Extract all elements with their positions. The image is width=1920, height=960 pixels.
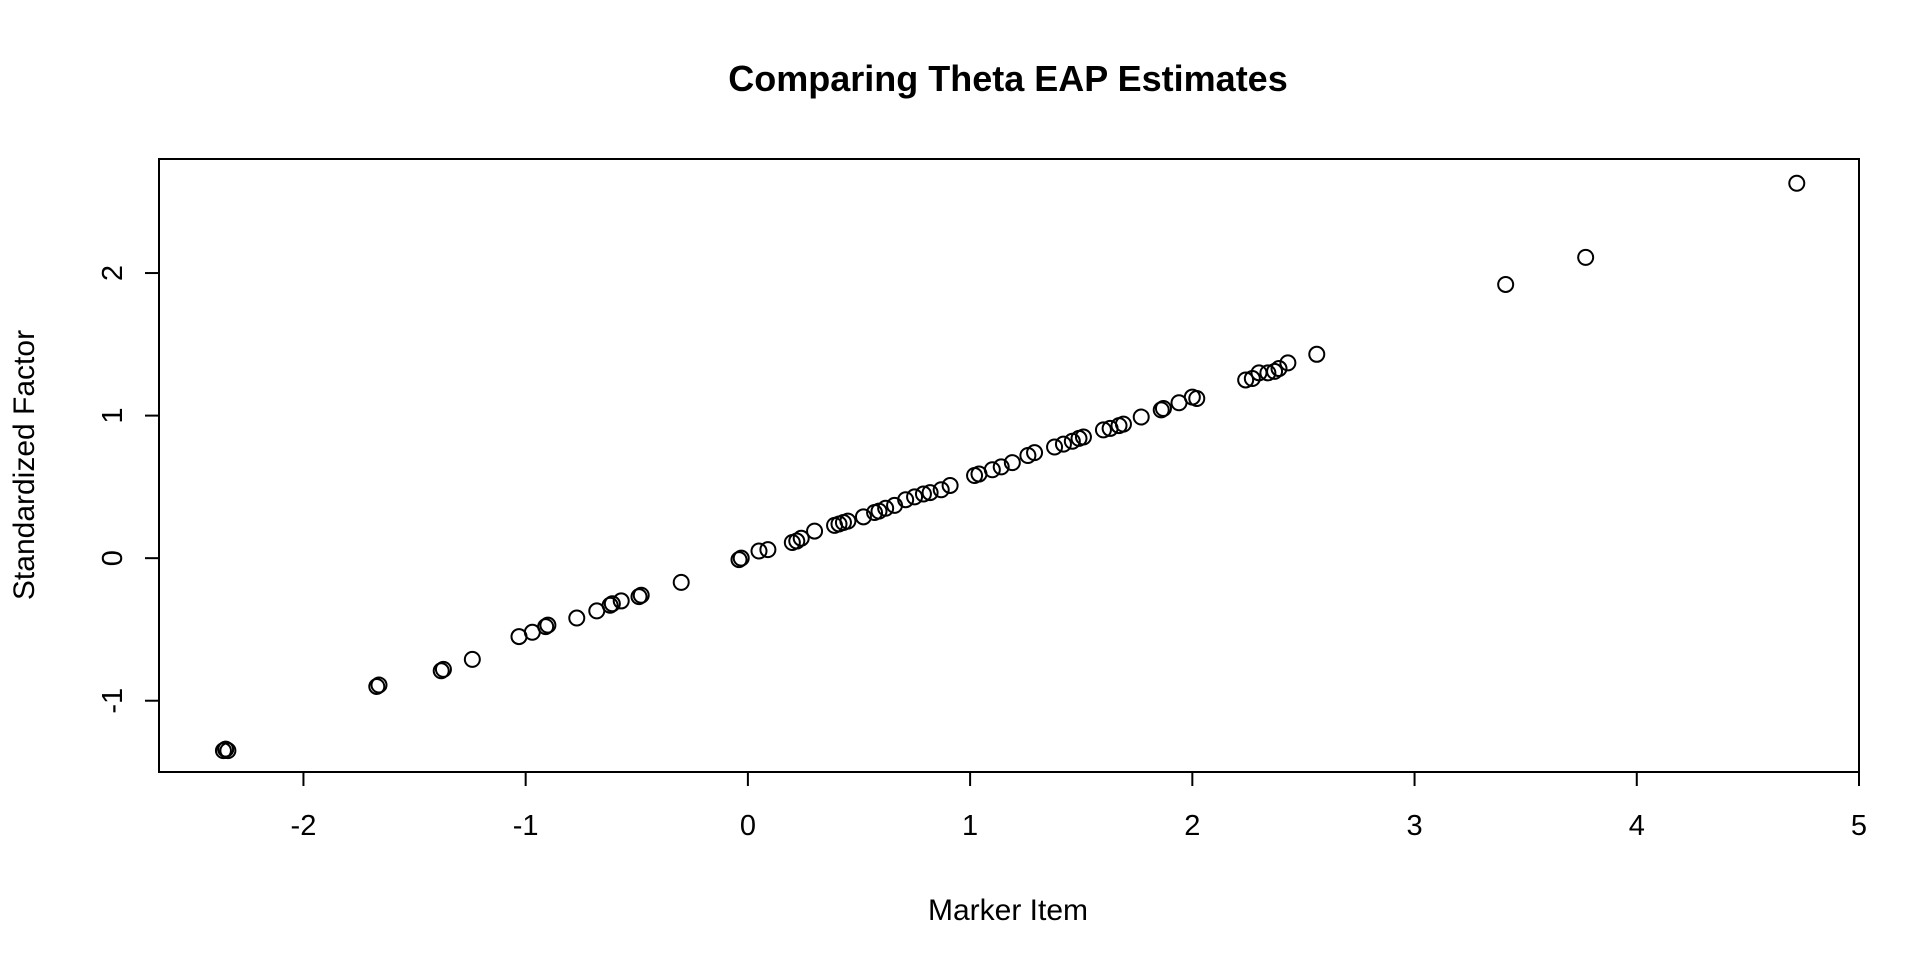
data-point	[217, 740, 235, 758]
data-point	[839, 512, 857, 530]
chart-title: Comparing Theta EAP Estimates	[728, 58, 1287, 99]
data-point	[370, 676, 388, 694]
x-tick-label: 0	[740, 810, 756, 842]
data-point	[1577, 248, 1595, 266]
data-point	[750, 542, 768, 560]
data-point	[1094, 421, 1112, 439]
data-point	[601, 596, 619, 614]
data-point	[1270, 360, 1288, 378]
x-tick-label: 2	[1184, 810, 1200, 842]
data-point	[1132, 408, 1150, 426]
data-point	[1497, 275, 1515, 293]
data-point	[463, 650, 481, 668]
data-point	[983, 461, 1001, 479]
data-point	[792, 529, 810, 547]
data-point	[630, 588, 648, 606]
data-point	[1788, 174, 1806, 192]
data-point	[1279, 354, 1297, 372]
data-point	[932, 481, 950, 499]
data-point	[214, 742, 232, 760]
data-point	[1188, 389, 1206, 407]
data-point	[219, 742, 237, 760]
data-point	[1152, 401, 1170, 419]
data-point	[568, 609, 586, 627]
data-point	[806, 522, 824, 540]
data-point	[1308, 345, 1326, 363]
data-point	[539, 616, 557, 634]
data-point	[1003, 454, 1021, 472]
data-point	[897, 491, 915, 509]
data-point	[854, 508, 872, 526]
data-point	[730, 551, 748, 569]
data-point	[906, 488, 924, 506]
data-point	[921, 484, 939, 502]
x-tick-label: 5	[1851, 810, 1867, 842]
data-point	[1054, 435, 1072, 453]
data-point	[537, 618, 555, 636]
data-point	[914, 485, 932, 503]
data-point	[788, 532, 806, 550]
data-point	[877, 499, 895, 517]
data-point	[1259, 364, 1277, 382]
data-point	[612, 592, 630, 610]
data-point	[732, 549, 750, 567]
x-tick-label: 4	[1629, 810, 1645, 842]
data-point	[1026, 444, 1044, 462]
x-tick-label: 1	[962, 810, 978, 842]
x-axis-label: Marker Item	[928, 894, 1088, 927]
x-axis: -2 -1 0 1 2 3 4 5	[291, 771, 1867, 842]
data-point	[1237, 371, 1255, 389]
data-points	[214, 174, 1806, 760]
data-point	[603, 595, 621, 613]
data-point	[1046, 438, 1064, 456]
data-point	[1154, 399, 1172, 417]
y-axis-label: Standardized Factor	[8, 330, 41, 600]
data-point	[672, 573, 690, 591]
data-point	[941, 476, 959, 494]
y-tick-label: -1	[97, 688, 129, 714]
y-axis: -1 0 1 2	[97, 265, 160, 714]
data-point	[432, 662, 450, 680]
data-point	[992, 458, 1010, 476]
data-point	[759, 541, 777, 559]
data-point	[368, 677, 386, 695]
data-point	[1266, 362, 1284, 380]
y-tick-label: 2	[97, 265, 129, 281]
x-tick-label: -2	[291, 810, 317, 842]
data-point	[1074, 428, 1092, 446]
y-tick-label: 1	[97, 408, 129, 424]
data-point	[632, 586, 650, 604]
x-tick-label: 3	[1406, 810, 1422, 842]
data-point	[434, 660, 452, 678]
data-point	[1114, 415, 1132, 433]
y-tick-label: 0	[97, 550, 129, 566]
x-tick-label: -1	[513, 810, 539, 842]
